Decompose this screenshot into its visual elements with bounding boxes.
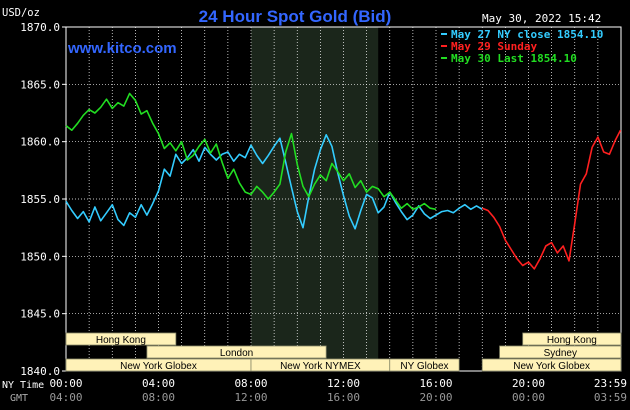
x-tick-label-ny: 16:00 xyxy=(419,377,452,390)
series-line-0 xyxy=(65,134,483,230)
x-axis-gmt-label: GMT xyxy=(10,393,28,404)
y-tick-label: 1850.0 xyxy=(20,250,60,263)
session-label: New York NYMEX xyxy=(280,361,361,372)
series-line-1 xyxy=(482,129,622,270)
session-label: Hong Kong xyxy=(96,335,146,346)
y-tick-label: 1840.0 xyxy=(20,365,60,378)
session-label: Hong Kong xyxy=(547,335,597,346)
y-tick-label: 1845.0 xyxy=(20,308,60,321)
x-tick-label-gmt: 04:00 xyxy=(49,391,82,404)
x-tick-label-ny: 12:00 xyxy=(327,377,360,390)
legend-ny-close: May 27 NY close 1854.10 xyxy=(451,28,603,41)
series-line-2 xyxy=(65,92,437,211)
x-tick-label-gmt: 12:00 xyxy=(234,391,267,404)
session-label: London xyxy=(220,348,253,359)
session-box xyxy=(389,358,460,372)
x-tick-label-ny: 08:00 xyxy=(234,377,267,390)
session-box xyxy=(522,332,622,346)
chart-title: 24 Hour Spot Gold (Bid) xyxy=(199,7,392,26)
x-axis-ny-time-label: NY Time xyxy=(2,380,44,391)
x-tick-label-gmt: 20:00 xyxy=(419,391,452,404)
x-tick-label-gmt: 16:00 xyxy=(327,391,360,404)
x-tick-labels: 00:0004:0004:0008:0008:0012:0012:0016:00… xyxy=(49,377,627,404)
session-label: NY Globex xyxy=(400,361,448,372)
legend: May 27 NY close 1854.10 May 29 Sunday Ma… xyxy=(441,28,603,65)
y-tick-label: 1865.0 xyxy=(20,78,60,91)
x-tick-label-gmt: 00:00 xyxy=(512,391,545,404)
trading-sessions: Hong Kong London New York Globex New York N… xyxy=(65,332,622,372)
x-tick-label-gmt: 03:59 xyxy=(594,391,627,404)
nymex-shaded-region xyxy=(251,27,379,371)
series-layer xyxy=(65,92,622,270)
session-label: New York Globex xyxy=(513,361,590,372)
x-tick-label-ny: 20:00 xyxy=(512,377,545,390)
y-tick-label: 1855.0 xyxy=(20,193,60,206)
legend-marker-ny-close xyxy=(441,33,447,35)
legend-sunday: May 29 Sunday xyxy=(451,40,537,53)
x-tick-label-ny: 00:00 xyxy=(49,377,82,390)
y-tick-label: 1870.0 xyxy=(20,21,60,34)
session-label: New York Globex xyxy=(120,361,197,372)
session-label: Sydney xyxy=(544,348,577,359)
x-tick-label-gmt: 08:00 xyxy=(142,391,175,404)
x-tick-label-ny: 04:00 xyxy=(142,377,175,390)
legend-last: May 30 Last 1854.10 xyxy=(451,52,577,65)
timestamp: May 30, 2022 15:42 xyxy=(482,12,601,25)
legend-marker-last xyxy=(441,57,447,59)
x-tick-label-ny: 23:59 xyxy=(594,377,627,390)
y-unit-label: USD/oz xyxy=(2,7,40,19)
y-tick-labels: 1840.0 1845.0 1850.0 1855.0 1860.0 1865.0 1870… xyxy=(20,21,66,378)
y-tick-label: 1860.0 xyxy=(20,136,60,149)
session-box xyxy=(481,358,622,372)
session-box xyxy=(146,345,327,359)
session-box xyxy=(499,345,622,359)
watermark-url: www.kitco.com xyxy=(67,40,177,57)
legend-marker-sunday xyxy=(441,45,447,47)
session-box xyxy=(65,332,177,346)
